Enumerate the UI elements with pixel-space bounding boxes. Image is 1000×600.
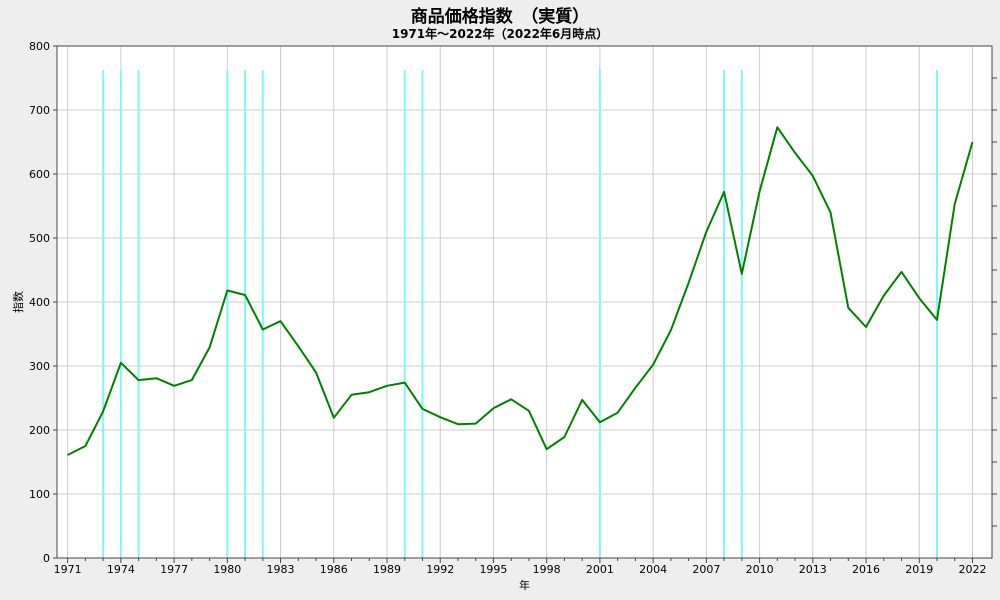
y-axis-label: 指数: [11, 291, 25, 313]
x-tick-label: 2004: [639, 563, 667, 576]
x-axis-label: 年: [519, 578, 530, 592]
y-tick-label: 300: [29, 360, 50, 373]
axes: 0 100 200 300 400 500 600 700 800 1971 1974 1977 198…: [29, 40, 997, 576]
x-tick-label: 1992: [426, 563, 454, 576]
y-tick-label: 800: [29, 40, 50, 53]
chart-title: 商品価格指数 （実質）: [410, 7, 590, 27]
x-tick-label: 1974: [107, 563, 135, 576]
x-tick-label: 1980: [213, 563, 241, 576]
y-tick-label: 100: [29, 488, 50, 501]
x-tick-label: 2016: [852, 563, 880, 576]
y-tick-label: 600: [29, 168, 50, 181]
x-tick-label: 1995: [479, 563, 507, 576]
x-tick-label: 2022: [958, 563, 986, 576]
x-tick-label: 1977: [160, 563, 188, 576]
y-tick-label: 400: [29, 296, 50, 309]
x-tick-label: 2013: [799, 563, 827, 576]
x-tick-label: 2007: [692, 563, 720, 576]
y-tick-label: 200: [29, 424, 50, 437]
x-tick-label: 2010: [746, 563, 774, 576]
y-tick-label: 700: [29, 104, 50, 117]
x-tick-label: 1989: [373, 563, 401, 576]
series-line: [67, 126, 974, 456]
vertical-markers: [102, 70, 938, 558]
x-tick-label: 1998: [533, 563, 561, 576]
chart-subtitle: 1971年～2022年（2022年6月時点）: [391, 27, 609, 41]
x-tick-label: 1983: [267, 563, 295, 576]
x-tick-label: 2001: [586, 563, 614, 576]
y-tick-label: 0: [43, 552, 50, 565]
x-tick-label: 1971: [54, 563, 82, 576]
series-layer: [67, 126, 974, 456]
y-tick-label: 500: [29, 232, 50, 245]
x-tick-label: 1986: [320, 563, 348, 576]
x-tick-label: 2019: [905, 563, 933, 576]
